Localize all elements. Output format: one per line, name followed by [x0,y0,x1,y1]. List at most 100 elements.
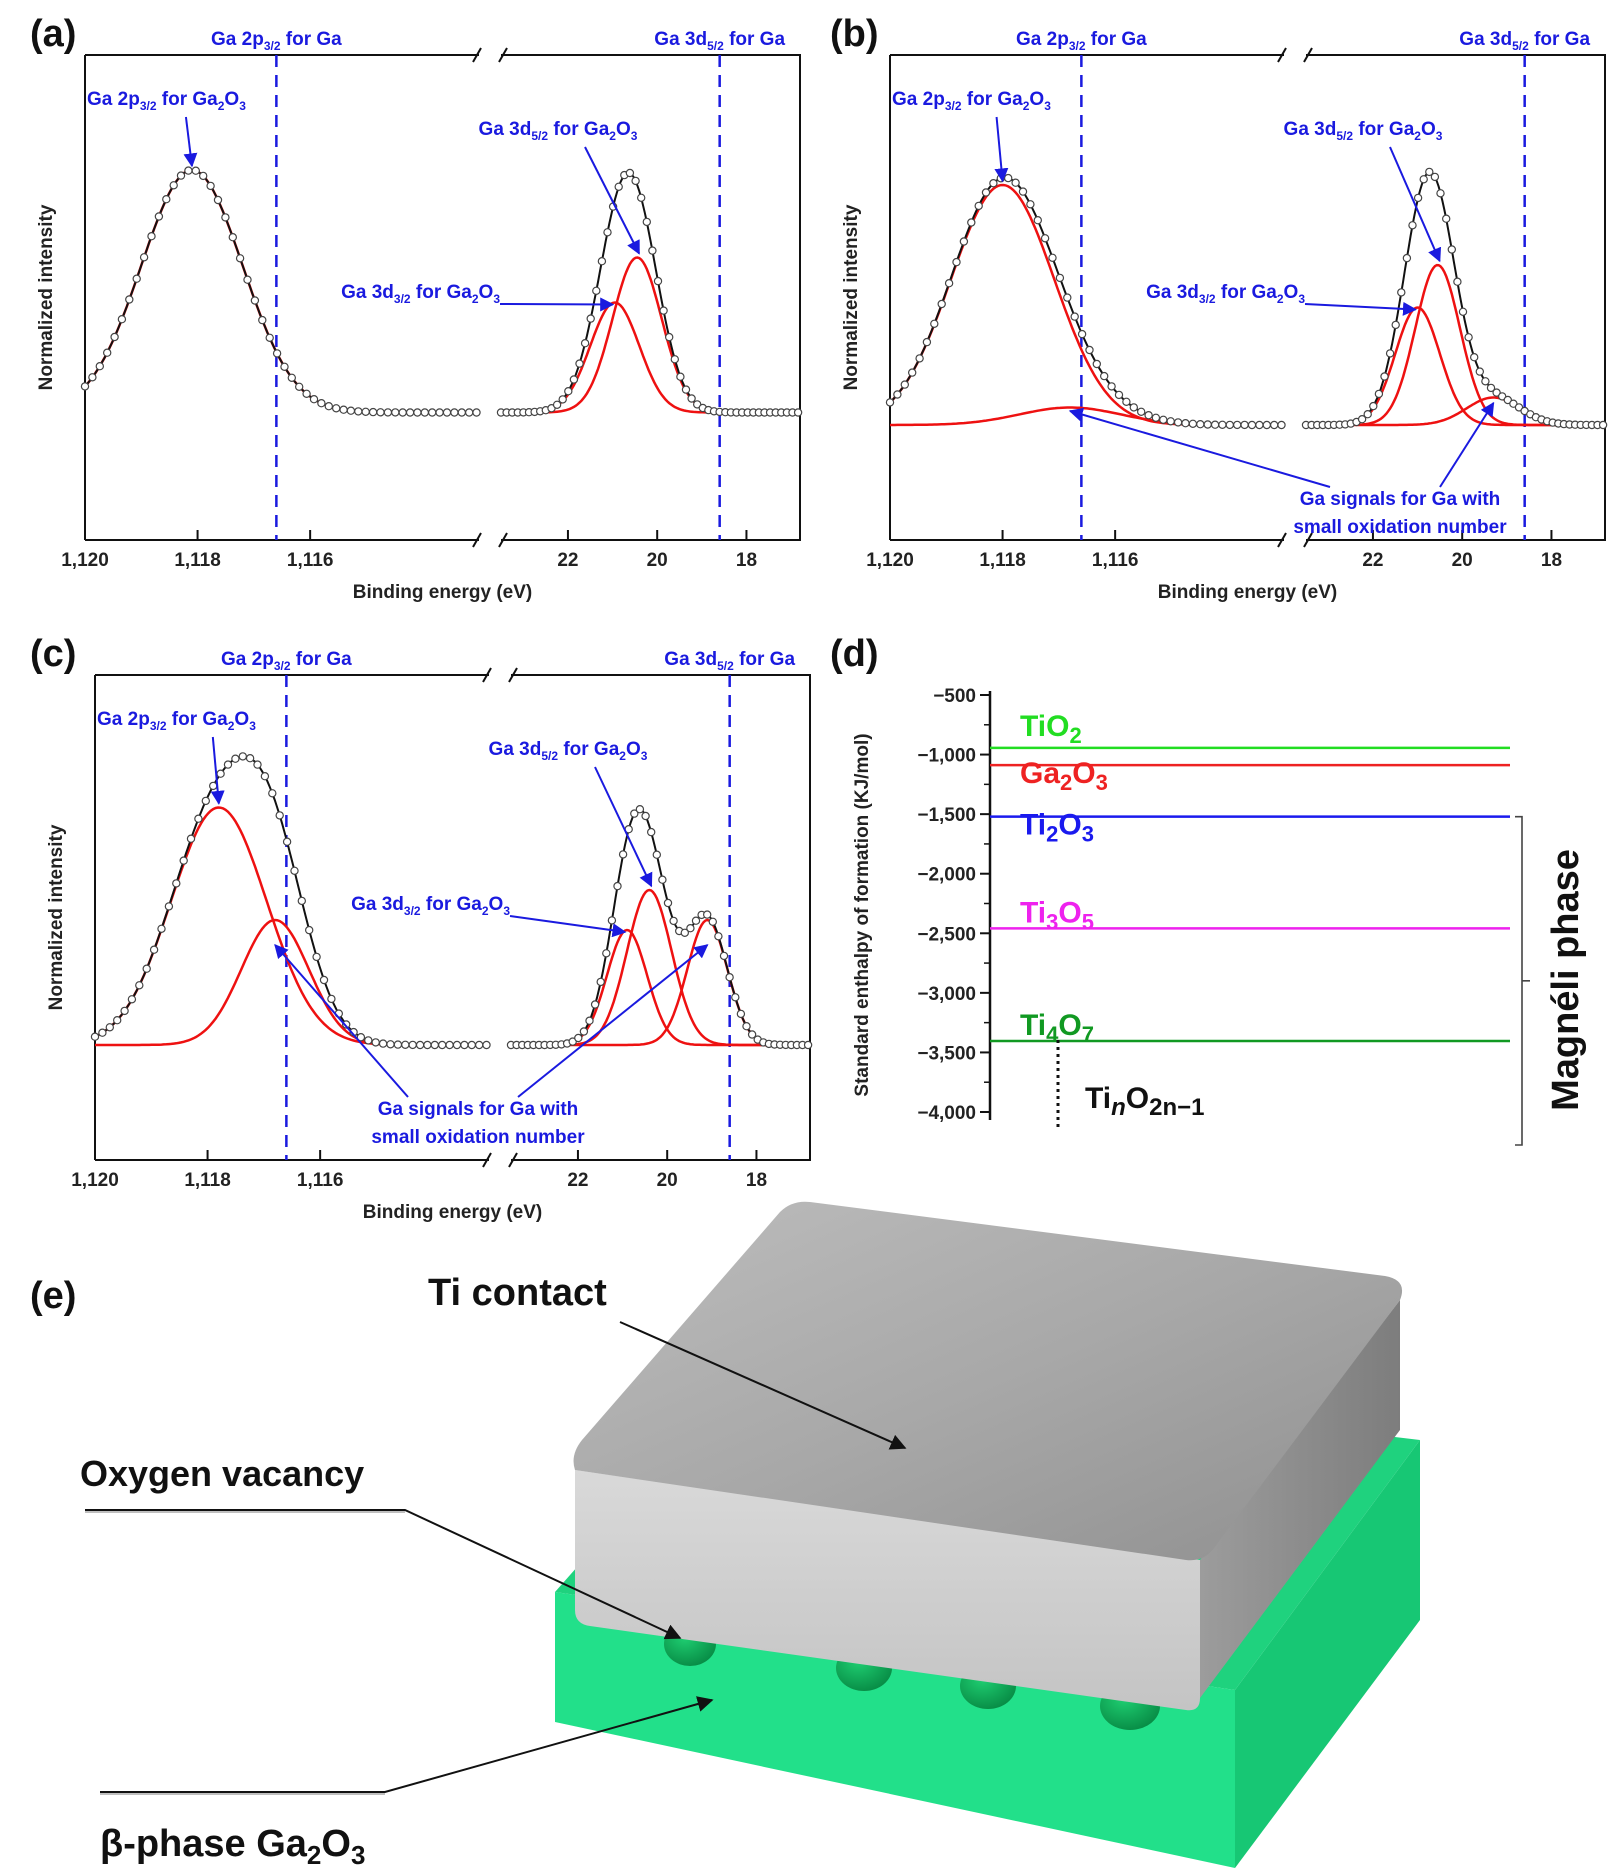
data-point [1122,397,1131,406]
label-3d32-oxide: Ga 3d3/2 for Ga2O3 [351,894,510,918]
substrate-label: β-phase Ga2O3 [100,1823,365,1870]
data-point [680,928,690,938]
label-3d52-oxide: Ga 3d5/2 for Ga2O3 [489,739,648,763]
panel-d: (d) −500 −1,000 −1,500 −2,000 −2,500 −3,000 −3… [830,633,1587,1146]
contact-top-face [573,1201,1403,1561]
data-point [391,408,400,417]
data-point [1247,420,1257,430]
label-3d52-oxide: Ga 3d5/2 for Ga2O3 [1284,119,1443,143]
data-point [438,1040,447,1050]
data-point [268,789,277,798]
data-point [1011,178,1020,187]
data-point [201,796,210,806]
x-tick-label: 18 [746,1170,767,1191]
data-point [371,1038,380,1047]
data-point [1048,253,1057,262]
data-point [885,398,895,407]
data-point [607,916,617,925]
data-point [1040,234,1050,243]
data-point [1419,175,1428,184]
x-tick-label: 1,118 [174,550,221,571]
data-point [908,368,917,377]
data-point [1385,349,1395,358]
magneli-phase-label: Magnéli phase [1545,849,1587,1111]
x-tick-label: 18 [736,550,757,571]
data-point [169,181,178,190]
panel-d-label: (d) [830,633,879,675]
data-point [1026,200,1035,209]
arrow-small-ox-3d [1439,401,1495,488]
data-point [235,254,245,263]
data-point [231,754,240,763]
panel-c-label: (c) [30,633,76,675]
data-point [580,339,590,348]
data-point [803,1040,813,1050]
data-point [368,407,378,417]
data-point [346,406,356,415]
data-point [1374,389,1384,399]
arrow-3d52-oxide [1389,146,1442,263]
axis-break-mark [1277,532,1313,548]
data-point [250,296,260,305]
data-point [614,182,623,191]
data-point [117,315,127,324]
data-point [637,193,646,202]
data-point [597,257,607,266]
data-point [725,973,734,982]
data-point [90,1032,100,1041]
y-tick-label: −3,500 [917,1043,976,1064]
data-point [206,181,215,191]
data-point [574,1033,583,1043]
data-point [747,1030,757,1039]
data-point [287,373,296,382]
label-2p-oxide: Ga 2p3/2 for Ga2O3 [87,89,246,113]
data-point [194,814,203,823]
data-point [1413,193,1423,203]
data-point [401,1040,410,1050]
data-point [630,809,639,818]
data-point [603,228,612,237]
data-point [1018,187,1028,196]
ga3d-component-curve [501,301,800,414]
y-axis-title: Normalized intensity [841,204,862,390]
data-point [658,875,667,884]
data-point [665,332,674,342]
data-point [1004,173,1013,183]
data-point [442,408,452,417]
data-point [1436,189,1445,198]
x-tick-label: 1,120 [61,550,109,571]
x-tick-label: 1,116 [297,1170,344,1191]
data-point [915,354,924,363]
ga3d-envelope [1306,170,1605,426]
data-point [602,949,611,958]
ti-contact-pointer [619,1321,907,1450]
data-point [635,805,645,814]
enthalpy-label-Ti4O7: Ti4O7 [1020,1009,1094,1047]
data-point [452,1040,462,1050]
data-point [327,994,336,1004]
data-point [1503,395,1513,405]
data-point [575,359,584,368]
x-tick-label: 1,120 [71,1170,119,1191]
ref-label-3d: Ga 3d5/2 for Ga [664,649,795,673]
ga3d-component-curve [511,928,810,1047]
data-point [265,333,274,342]
data-point [1232,420,1242,430]
data-point [1188,419,1198,428]
data-point [1447,245,1457,254]
data-point [420,408,429,417]
data-point [1357,415,1367,424]
label-2p-oxide: Ga 2p3/2 for Ga2O3 [892,89,1051,113]
data-point [364,1036,373,1045]
data-point [596,977,605,987]
x-tick-label: 22 [557,550,578,571]
data-point [703,910,712,919]
y-tick-label: −1,000 [917,746,976,767]
data-point [467,1040,476,1050]
arrow-3d32-oxide [509,915,627,938]
x-axis-title: Binding energy (eV) [363,1202,542,1223]
data-point [585,1016,594,1025]
data-point [290,866,299,876]
data-point [1225,420,1235,430]
